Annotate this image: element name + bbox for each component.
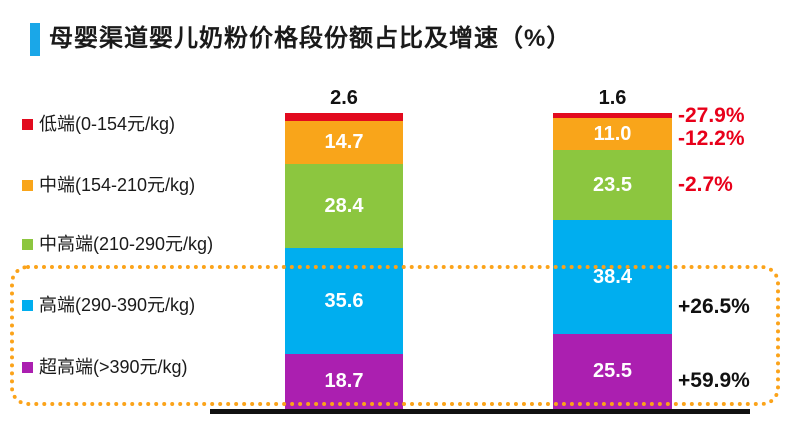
segment-value-left-mid-high-end: 28.4 [324,195,364,218]
segment-value-right-mid-range: 11.0 [593,123,632,145]
legend-item-high-end: 高端(290-390元/kg) [22,294,195,316]
bar-segment-left-high-end: 35.6 [285,248,403,354]
legend-swatch-mid-range [22,179,33,191]
legend-label-low-end: 低端(0-154元/kg) [39,114,176,134]
growth-label-low-end: -27.9% [678,104,745,127]
segment-value-left-high-end: 35.6 [324,289,364,312]
segment-value-right-super-premium: 25.5 [593,360,632,383]
segment-value-right-mid-high-end: 23.5 [593,174,632,197]
top-value-label-right: 1.6 [598,87,627,109]
bar-segment-right-mid-high-end: 23.5 [553,150,672,220]
chart-title: 母婴渠道婴儿奶粉价格段份额占比及增速（%） [49,25,572,52]
bar-segment-left-low-end [285,113,403,121]
bar-segment-left-super-premium: 18.7 [285,353,403,409]
legend-item-low-end: 低端(0-154元/kg) [22,113,175,135]
bar-segment-right-low-end [553,113,672,118]
legend-label-mid-high-end: 中高端(210-290元/kg) [39,234,214,254]
bar-segment-right-super-premium: 25.5 [553,333,672,409]
legend-item-mid-high-end: 中高端(210-290元/kg) [22,233,213,255]
title-accent-bar [30,22,40,56]
legend-swatch-super-premium [22,361,33,373]
bar-segment-right-mid-range: 11.0 [553,117,672,151]
legend-item-mid-range: 中端(154-210元/kg) [22,174,195,196]
top-value-label-left: 2.6 [330,87,358,109]
growth-label-mid-range: -12.2% [678,127,745,150]
legend-swatch-mid-high-end [22,238,33,250]
legend-swatch-low-end [22,118,33,130]
x-axis-line [210,409,750,414]
growth-label-mid-high-end: -2.7% [678,173,733,196]
legend-swatch-high-end [22,299,33,311]
bar-segment-left-mid-high-end: 28.4 [285,164,403,249]
bar-segment-right-high-end: 38.4 [553,219,672,334]
legend-item-super-premium: 超高端(>390元/kg) [22,356,188,378]
growth-label-high-end: +26.5% [678,295,750,318]
growth-label-super-premium: +59.9% [678,369,750,392]
chart-header: 母婴渠道婴儿奶粉价格段份额占比及增速（%） [30,22,571,56]
legend-label-super-premium: 超高端(>390元/kg) [39,357,188,377]
segment-value-left-mid-range: 14.7 [324,131,364,154]
segment-value-left-super-premium: 18.7 [324,370,364,393]
segment-value-right-high-end: 38.4 [593,265,632,288]
legend-label-high-end: 高端(290-390元/kg) [39,295,196,315]
bar-segment-left-mid-range: 14.7 [285,120,403,165]
legend-label-mid-range: 中端(154-210元/kg) [39,175,196,195]
